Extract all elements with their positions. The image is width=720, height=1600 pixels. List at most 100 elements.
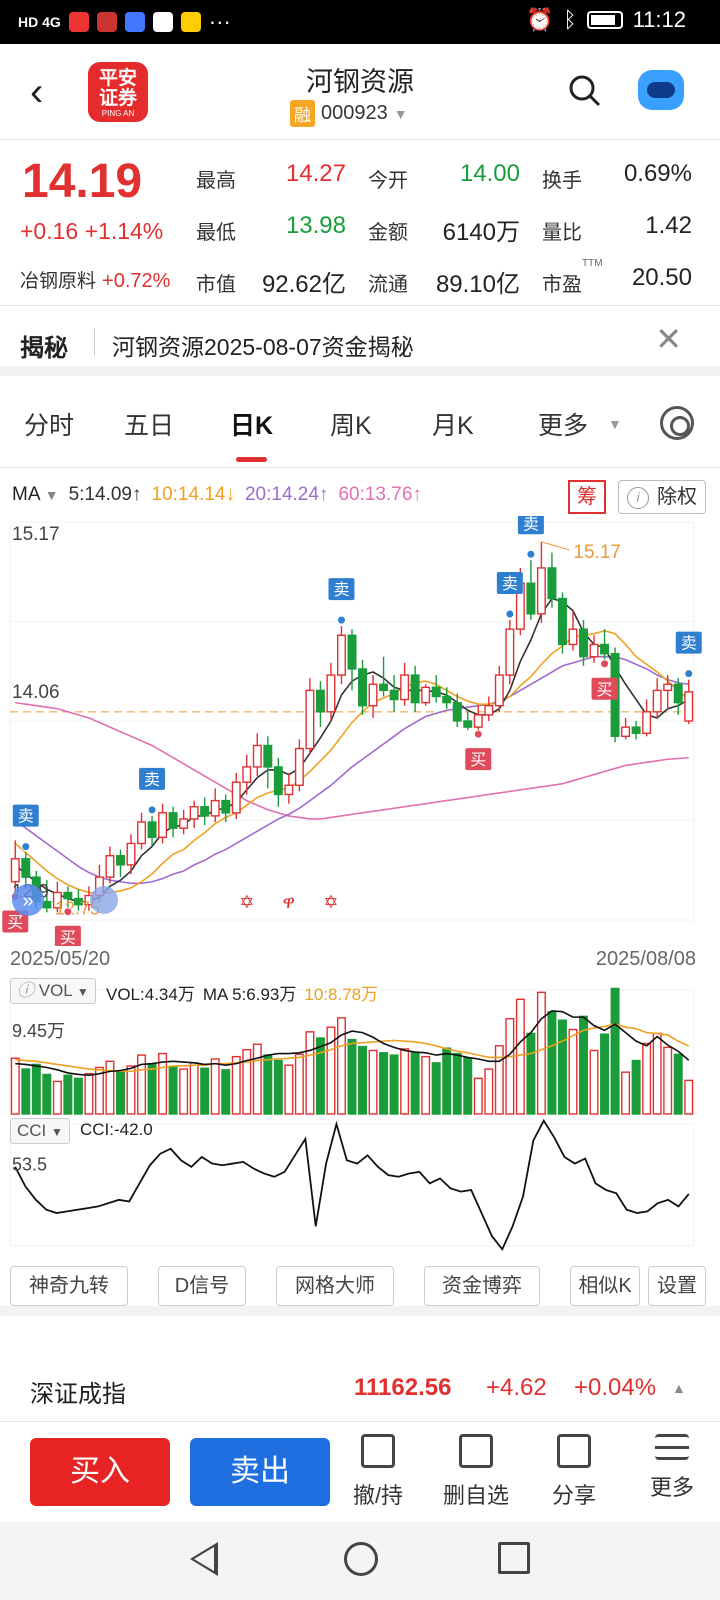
info-icon: ⓘ [17,981,34,1000]
ma-value: 5:14.09↑ [68,484,142,505]
vol-indicator-selector[interactable]: ⓘ VOL ▼ [10,978,96,1004]
x-end-date: 2025/08/08 [595,948,696,970]
candle [526,582,536,615]
volume-bar [294,1053,304,1115]
volume-bar [610,987,620,1115]
tool-button[interactable]: D信号 [158,1266,246,1306]
volume-bar [473,1077,483,1115]
chip-distribution-button[interactable]: 筹 [568,480,606,514]
volume-bar [526,1032,536,1115]
remove-watchlist-button[interactable]: 删自选 [436,1430,516,1510]
candle [652,689,662,713]
candle [126,842,136,866]
candle [273,766,283,796]
stock-code-row[interactable]: 融 000923 ▼ [290,100,408,127]
tab-3[interactable]: 周K [330,412,372,440]
nav-recent-icon[interactable] [498,1542,530,1574]
reveal-title: 揭秘 [20,335,68,362]
stock-header: ‹ 平安 证券 PING AN 河钢资源 融 000923 ▼ [0,44,720,140]
candle [137,821,147,845]
volume-bar [168,1066,178,1115]
gear-icon[interactable] [660,406,694,440]
tab-2[interactable]: 日K [230,406,273,462]
event-marker: ዋ [283,892,295,912]
cci-indicator-selector[interactable]: CCI ▼ [10,1118,70,1144]
volume-bar [600,1033,610,1115]
tool-button[interactable]: 网格大师 [276,1266,394,1306]
close-icon[interactable]: ✕ [655,321,682,357]
ex-rights-button[interactable]: 除权 [618,480,706,514]
broker-logo[interactable]: 平安 证券 PING AN [88,62,148,122]
tool-button[interactable]: 相似K [570,1266,640,1306]
cancel-hold-button[interactable]: 撤/持 [338,1430,418,1510]
volume-bar [536,991,546,1115]
sell-signal: 卖 [496,571,523,619]
tab-4[interactable]: 月K [432,412,474,440]
candle [579,628,588,658]
reveal-content: 河钢资源2025-08-07资金揭秘 [112,334,414,360]
cci-value: CCI:-42.0 [80,1120,153,1139]
index-ticker[interactable]: 深证成指 11162.56 +4.62 +0.04% ▲ [0,1352,720,1422]
cci-chart[interactable]: 53.5 [0,1116,720,1256]
more-button[interactable]: 更多 [632,1430,712,1502]
volume-bar [126,1065,136,1115]
nav-home-icon[interactable] [344,1542,378,1576]
x-start-date: 2025/05/20 [10,948,111,970]
shield-icon [152,12,173,32]
candle [663,683,673,692]
index-name: 深证成指 [30,1381,126,1408]
sell-signal: 卖 [328,578,355,625]
search-icon[interactable] [568,74,602,108]
tool-button[interactable]: 资金博弈 [424,1266,540,1306]
axis-label: 15.17 [12,524,60,545]
tab-0[interactable]: 分时 [24,412,75,440]
volume-bar [284,1064,294,1115]
event-marker: ✡ [239,892,254,912]
volume-bar [400,1048,410,1115]
ma20-line [14,655,689,885]
share-button[interactable]: 分享 [534,1430,614,1510]
ma-selector[interactable]: MA ▼ [12,484,59,505]
action-bar: 买入 卖出 撤/持 删自选 分享 更多 [0,1422,720,1522]
volume-bar [663,1046,673,1115]
volume-bar [21,1068,31,1115]
quote-field-label: 市值 [196,274,236,296]
volume-bar [494,1045,504,1115]
divider [94,328,95,356]
buy-signal: 买 [465,729,492,771]
volume-bar [73,1077,83,1115]
cci-line [14,1118,690,1252]
candle [21,858,31,878]
buy-button[interactable]: 买入 [30,1438,170,1506]
assistant-robot-icon[interactable] [638,70,684,110]
volume-bar [137,1054,147,1115]
event-marker: ✡ [323,892,338,912]
tool-button[interactable]: 设置 [648,1266,706,1306]
volume-bar [505,1017,515,1115]
axis-label: 9.45万 [12,1021,65,1041]
sell-button[interactable]: 卖出 [190,1438,330,1506]
volume-chart[interactable]: 9.45万 [0,976,720,1116]
sell-signal: 卖 [675,631,702,679]
quote-field-label: 流通 [368,274,408,296]
volume-bar [431,1062,441,1115]
nav-back-icon[interactable] [190,1542,218,1576]
capital-reveal-banner[interactable]: 揭秘 河钢资源2025-08-07资金揭秘 ✕ [0,306,720,376]
ma-value: 20:14.24↑ [244,484,329,505]
volume-bar [242,1048,252,1115]
candle [547,567,557,600]
volume-bar [116,1071,125,1115]
back-icon[interactable]: ‹ [30,70,44,114]
quote-field-value: 1.42 [645,212,692,239]
candle [505,628,515,676]
volume-bar [621,1071,631,1115]
candle [347,634,357,670]
tab-5[interactable]: 更多 [538,412,589,440]
tool-button[interactable]: 神奇九转 [10,1266,128,1306]
sector-change[interactable]: 冶钢原料 +0.72% [20,270,171,292]
candle [684,691,694,722]
svg-text:买: 买 [470,751,486,769]
tab-1[interactable]: 五日 [124,412,175,440]
candle [105,855,115,878]
